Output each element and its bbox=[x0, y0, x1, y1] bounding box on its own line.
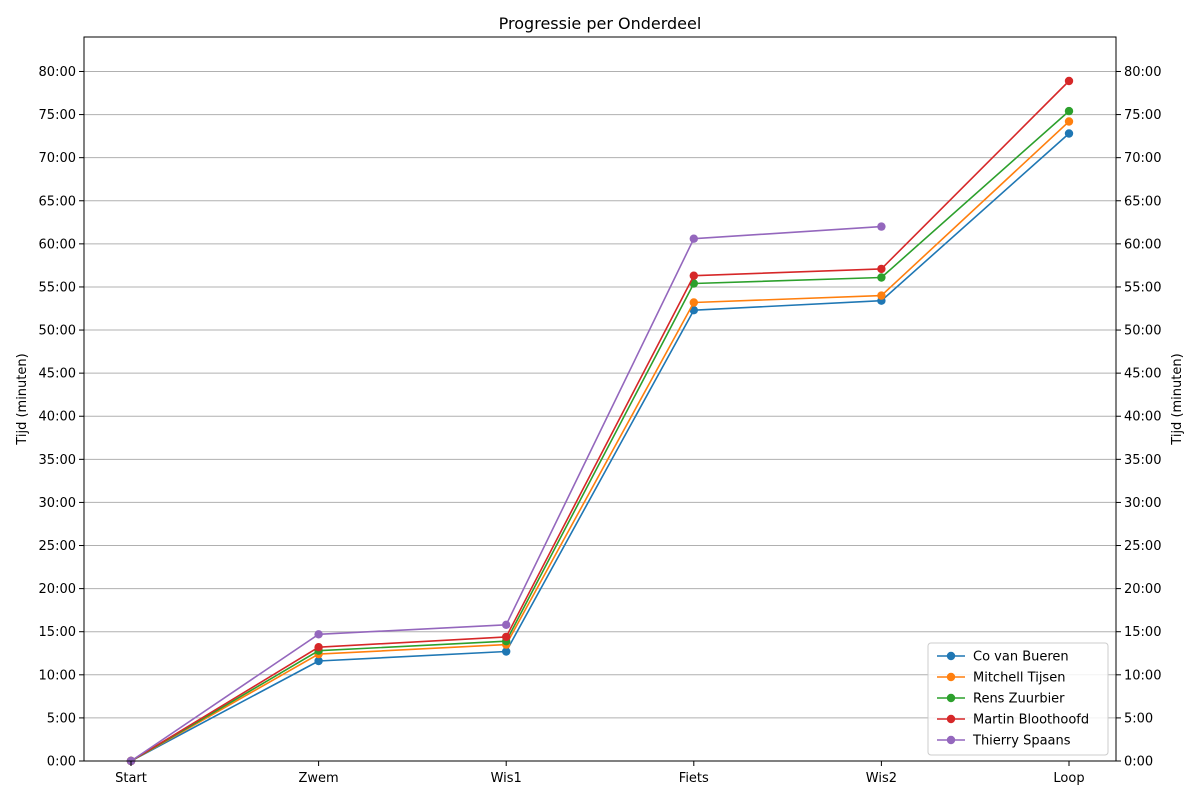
series-line bbox=[130, 120, 1070, 762]
legend: Co van Bueren Mitchell Tijsen Rens Zuurbie… bbox=[927, 642, 1109, 756]
y-tick-label-right: 0:00 bbox=[1124, 755, 1153, 770]
chart-title: Progressie per Onderdeel bbox=[499, 14, 702, 33]
data-point bbox=[1064, 106, 1074, 116]
y-tick-label-left: 30:00 bbox=[39, 496, 76, 511]
legend-swatch-marker bbox=[946, 651, 956, 661]
data-point bbox=[877, 222, 886, 231]
x-tick-label: Wis1 bbox=[491, 771, 522, 786]
x-tick-label: Wis2 bbox=[866, 771, 897, 786]
y-tick-label-left: 0:00 bbox=[47, 755, 76, 770]
y-tick-label-right: 65:00 bbox=[1124, 194, 1161, 209]
data-point bbox=[877, 273, 886, 282]
y-tick-label-right: 45:00 bbox=[1124, 367, 1161, 382]
y-tick-label-right: 30:00 bbox=[1124, 496, 1161, 511]
y-tick-label-left: 45:00 bbox=[39, 367, 76, 382]
y-tick-label-right: 35:00 bbox=[1124, 453, 1161, 468]
y-tick-label-right: 20:00 bbox=[1124, 582, 1161, 597]
data-point bbox=[877, 264, 886, 274]
y-tick-label-left: 60:00 bbox=[39, 237, 76, 252]
y-tick-label-left: 80:00 bbox=[39, 65, 76, 80]
y-tick-label-left: 35:00 bbox=[39, 453, 76, 468]
plot-frame bbox=[83, 36, 1117, 762]
data-point bbox=[689, 306, 698, 315]
legend-box bbox=[927, 642, 1109, 756]
y-tick-label-right: 60:00 bbox=[1124, 237, 1161, 252]
y-axis-title-left: Tijd (minuten) bbox=[15, 353, 30, 445]
y-tick-label-right: 75:00 bbox=[1124, 108, 1161, 123]
y-tick-label-left: 75:00 bbox=[39, 108, 76, 123]
series-line bbox=[130, 132, 1070, 762]
series-lines bbox=[126, 76, 1074, 766]
legend-label: Martin Bloothoofd bbox=[973, 713, 1089, 728]
legend-swatch-marker bbox=[946, 735, 956, 745]
data-point bbox=[877, 291, 886, 300]
data-point bbox=[689, 298, 698, 307]
data-point bbox=[502, 647, 511, 656]
x-tick-label: Loop bbox=[1053, 771, 1084, 786]
y-tick-label-left: 10:00 bbox=[39, 668, 76, 683]
y-tick-label-right: 25:00 bbox=[1124, 539, 1161, 554]
y-tick-label-right: 80:00 bbox=[1124, 65, 1161, 80]
data-point bbox=[1064, 129, 1074, 138]
series-line bbox=[130, 80, 1070, 762]
y-tick-label-right: 40:00 bbox=[1124, 410, 1161, 425]
legend-swatch-marker bbox=[946, 693, 956, 703]
data-point bbox=[314, 656, 323, 666]
y-tick-label-right: 70:00 bbox=[1124, 151, 1161, 166]
y-tick-label-left: 65:00 bbox=[39, 194, 76, 209]
x-tick-label: Zwem bbox=[298, 771, 338, 786]
y-tick-label-right: 50:00 bbox=[1124, 324, 1161, 339]
data-point bbox=[314, 643, 323, 652]
y-tick-label-left: 15:00 bbox=[39, 625, 76, 640]
y-tick-label-right: 55:00 bbox=[1124, 280, 1161, 295]
series-line bbox=[130, 110, 1070, 762]
data-point bbox=[689, 234, 698, 243]
y-tick-label-left: 50:00 bbox=[39, 324, 76, 339]
y-axis-title-right: Tijd (minuten) bbox=[1170, 353, 1185, 445]
data-point bbox=[502, 632, 511, 642]
data-point bbox=[502, 620, 511, 629]
y-tick-label-left: 40:00 bbox=[39, 410, 76, 425]
data-point bbox=[314, 630, 323, 639]
data-point bbox=[1064, 117, 1074, 126]
y-tick-label-left: 55:00 bbox=[39, 280, 76, 295]
axes: 0:00 0:00 5:00 5:00 10:00 10:00 15:00 15:00 20:0… bbox=[39, 65, 1162, 786]
y-tick-label-right: 15:00 bbox=[1124, 625, 1161, 640]
y-tick-label-left: 70:00 bbox=[39, 151, 76, 166]
y-tick-label-right: 5:00 bbox=[1124, 711, 1153, 726]
legend-label: Co van Bueren bbox=[973, 650, 1069, 665]
data-point bbox=[1064, 76, 1074, 86]
legend-label: Thierry Spaans bbox=[972, 734, 1071, 749]
y-tick-label-right: 10:00 bbox=[1124, 668, 1161, 683]
x-tick-label: Fiets bbox=[679, 771, 709, 786]
y-tick-label-left: 25:00 bbox=[39, 539, 76, 554]
legend-label: Mitchell Tijsen bbox=[973, 671, 1065, 686]
y-tick-label-left: 20:00 bbox=[39, 582, 76, 597]
data-point bbox=[689, 271, 698, 280]
y-tick-label-left: 5:00 bbox=[47, 711, 76, 726]
legend-swatch-marker bbox=[946, 672, 956, 682]
x-tick-label: Start bbox=[115, 771, 147, 786]
legend-swatch-marker bbox=[946, 714, 956, 724]
legend-label: Rens Zuurbier bbox=[973, 692, 1065, 707]
